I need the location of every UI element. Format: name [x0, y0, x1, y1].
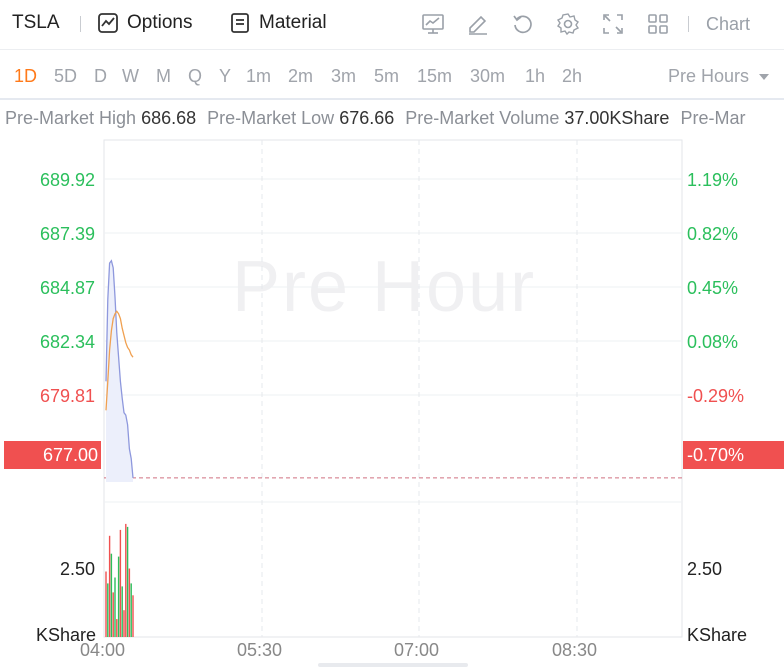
- volume-bar: [125, 523, 127, 637]
- time-label: 07:00: [394, 640, 440, 660]
- reset-icon[interactable]: [511, 12, 535, 36]
- chart-frame: [103, 139, 683, 638]
- session-label: Pre Hours: [668, 66, 750, 86]
- range-day[interactable]: D: [94, 66, 107, 86]
- volume-unit-label: KShare: [687, 625, 748, 645]
- time-range-bar: 1D 5D D W M Q Y 1m 2m 3m 5m 15m 30m 1h 2…: [0, 50, 784, 100]
- range-week[interactable]: W: [122, 66, 139, 86]
- volume-bar: [107, 583, 109, 637]
- chart-watermark: Pre Hour: [232, 247, 537, 327]
- low-value: 676.66: [339, 108, 395, 128]
- price-line: [105, 259, 134, 478]
- chart-scrollbar[interactable]: [318, 663, 468, 667]
- low-label: Pre-Market Low: [207, 108, 335, 128]
- pct-label: 0.08%: [687, 332, 739, 352]
- price-label: 682.34: [39, 332, 95, 352]
- range-3m[interactable]: 3m: [331, 66, 357, 86]
- ticker-symbol: TSLA: [12, 12, 60, 33]
- toolbar-separator: [80, 16, 81, 32]
- volume-bar: [132, 595, 134, 637]
- options-label: Options: [127, 12, 193, 33]
- range-month[interactable]: M: [156, 66, 171, 86]
- volume-bar: [105, 571, 107, 637]
- volume-value: 37.00KShare: [564, 108, 670, 128]
- volume-axis-label: 2.50: [59, 559, 95, 579]
- time-label: 05:30: [237, 640, 283, 660]
- material-button[interactable]: Material: [229, 12, 327, 34]
- pre-market-stats: Pre-Market High 686.68 Pre-Market Low 67…: [5, 108, 784, 129]
- volume-unit-label: KShare: [36, 625, 97, 645]
- caret-down-icon: [759, 74, 770, 80]
- volume-bar: [117, 556, 120, 637]
- volume-bar: [114, 577, 116, 637]
- range-2m[interactable]: 2m: [288, 66, 314, 86]
- chart-toolbar: TSLA Options Material: [0, 0, 784, 50]
- pct-label: 1.19%: [687, 170, 739, 190]
- material-label: Material: [259, 12, 327, 33]
- volume-bar: [126, 526, 129, 637]
- time-label: 08:30: [552, 640, 598, 660]
- time-label: 04:00: [80, 640, 126, 660]
- range-5m[interactable]: 5m: [374, 66, 400, 86]
- session-dropdown[interactable]: Pre Hours: [668, 66, 770, 87]
- document-icon: [231, 13, 249, 33]
- chart-type-dropdown[interactable]: Chart: [706, 14, 751, 34]
- volume-bar: [128, 568, 131, 637]
- range-1h[interactable]: 1h: [525, 66, 546, 86]
- fullscreen-icon[interactable]: [601, 12, 625, 36]
- volume-bar: [108, 535, 111, 637]
- current-price-tag: 677.00: [4, 441, 101, 469]
- pct-label: -0.29%: [687, 386, 745, 406]
- range-30m[interactable]: 30m: [470, 66, 506, 86]
- price-label: 679.81: [39, 386, 95, 406]
- range-quarter[interactable]: Q: [188, 66, 203, 86]
- volume-label: Pre-Market Volume: [405, 108, 560, 128]
- pct-label: 0.45%: [687, 278, 739, 298]
- volume-bar: [110, 553, 113, 637]
- settings-gear-icon[interactable]: [556, 12, 580, 36]
- current-pct-tag: -0.70%: [683, 441, 784, 469]
- volume-axis-label: 2.50: [687, 559, 723, 579]
- range-1d[interactable]: 1D: [14, 66, 38, 86]
- extra-stat-label: Pre-Mar: [680, 108, 746, 128]
- average-price-line: [105, 310, 134, 411]
- indicator-icon[interactable]: [421, 12, 445, 36]
- price-label: 684.87: [39, 278, 95, 298]
- volume-bar: [121, 586, 123, 637]
- toolbar-separator: [688, 16, 689, 32]
- volume-bar: [123, 610, 125, 637]
- layout-grid-icon[interactable]: [646, 12, 670, 36]
- volume-bar: [130, 583, 132, 637]
- high-label: Pre-Market High: [5, 108, 137, 128]
- range-2h[interactable]: 2h: [562, 66, 583, 86]
- price-area: [106, 260, 133, 482]
- range-5d[interactable]: 5D: [54, 66, 78, 86]
- price-label: 687.39: [39, 224, 95, 244]
- range-1m[interactable]: 1m: [246, 66, 272, 86]
- options-chart-icon: [98, 13, 118, 33]
- range-15m[interactable]: 15m: [417, 66, 453, 86]
- pct-label: 0.82%: [687, 224, 739, 244]
- options-button[interactable]: Options: [97, 12, 192, 34]
- draw-icon[interactable]: [466, 12, 490, 36]
- price-label: 689.92: [39, 170, 95, 190]
- high-value: 686.68: [141, 108, 197, 128]
- volume-bar: [116, 619, 118, 637]
- volume-bar: [119, 529, 122, 637]
- volume-bar: [112, 592, 114, 637]
- range-year[interactable]: Y: [219, 66, 232, 86]
